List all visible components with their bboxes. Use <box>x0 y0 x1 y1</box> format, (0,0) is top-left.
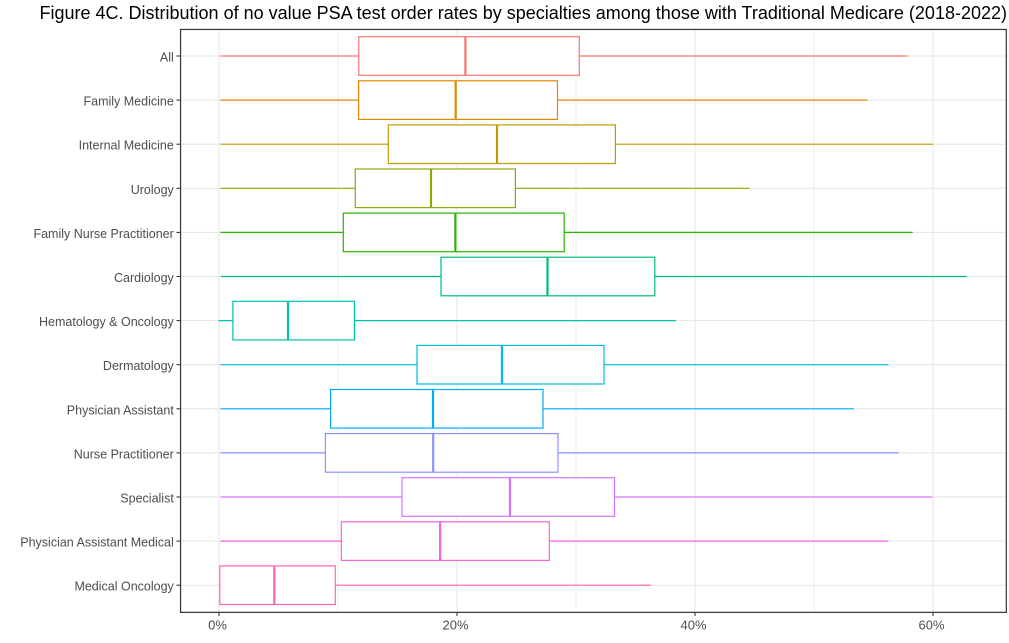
svg-text:0%: 0% <box>208 617 227 632</box>
svg-text:Internal Medicine: Internal Medicine <box>79 139 174 153</box>
svg-text:All: All <box>160 51 174 65</box>
svg-text:Medical Oncology: Medical Oncology <box>74 580 174 594</box>
svg-text:Hematology & Oncology: Hematology & Oncology <box>39 315 175 329</box>
svg-text:Physician Assistant: Physician Assistant <box>67 403 175 417</box>
svg-text:Cardiology: Cardiology <box>114 271 175 285</box>
svg-text:Dermatology: Dermatology <box>103 359 175 373</box>
svg-text:60%: 60% <box>918 617 944 632</box>
svg-text:Urology: Urology <box>131 183 175 197</box>
svg-text:Figure 4C. Distribution of no: Figure 4C. Distribution of no value PSA … <box>40 3 1008 23</box>
svg-text:Physician Assistant Medical: Physician Assistant Medical <box>20 536 174 550</box>
svg-text:Family Nurse Practitioner: Family Nurse Practitioner <box>33 227 173 241</box>
svg-text:Family Medicine: Family Medicine <box>83 95 173 109</box>
svg-text:Specialist: Specialist <box>120 492 174 506</box>
svg-text:40%: 40% <box>680 617 706 632</box>
svg-text:20%: 20% <box>442 617 468 632</box>
svg-text:Nurse Practitioner: Nurse Practitioner <box>74 447 174 461</box>
